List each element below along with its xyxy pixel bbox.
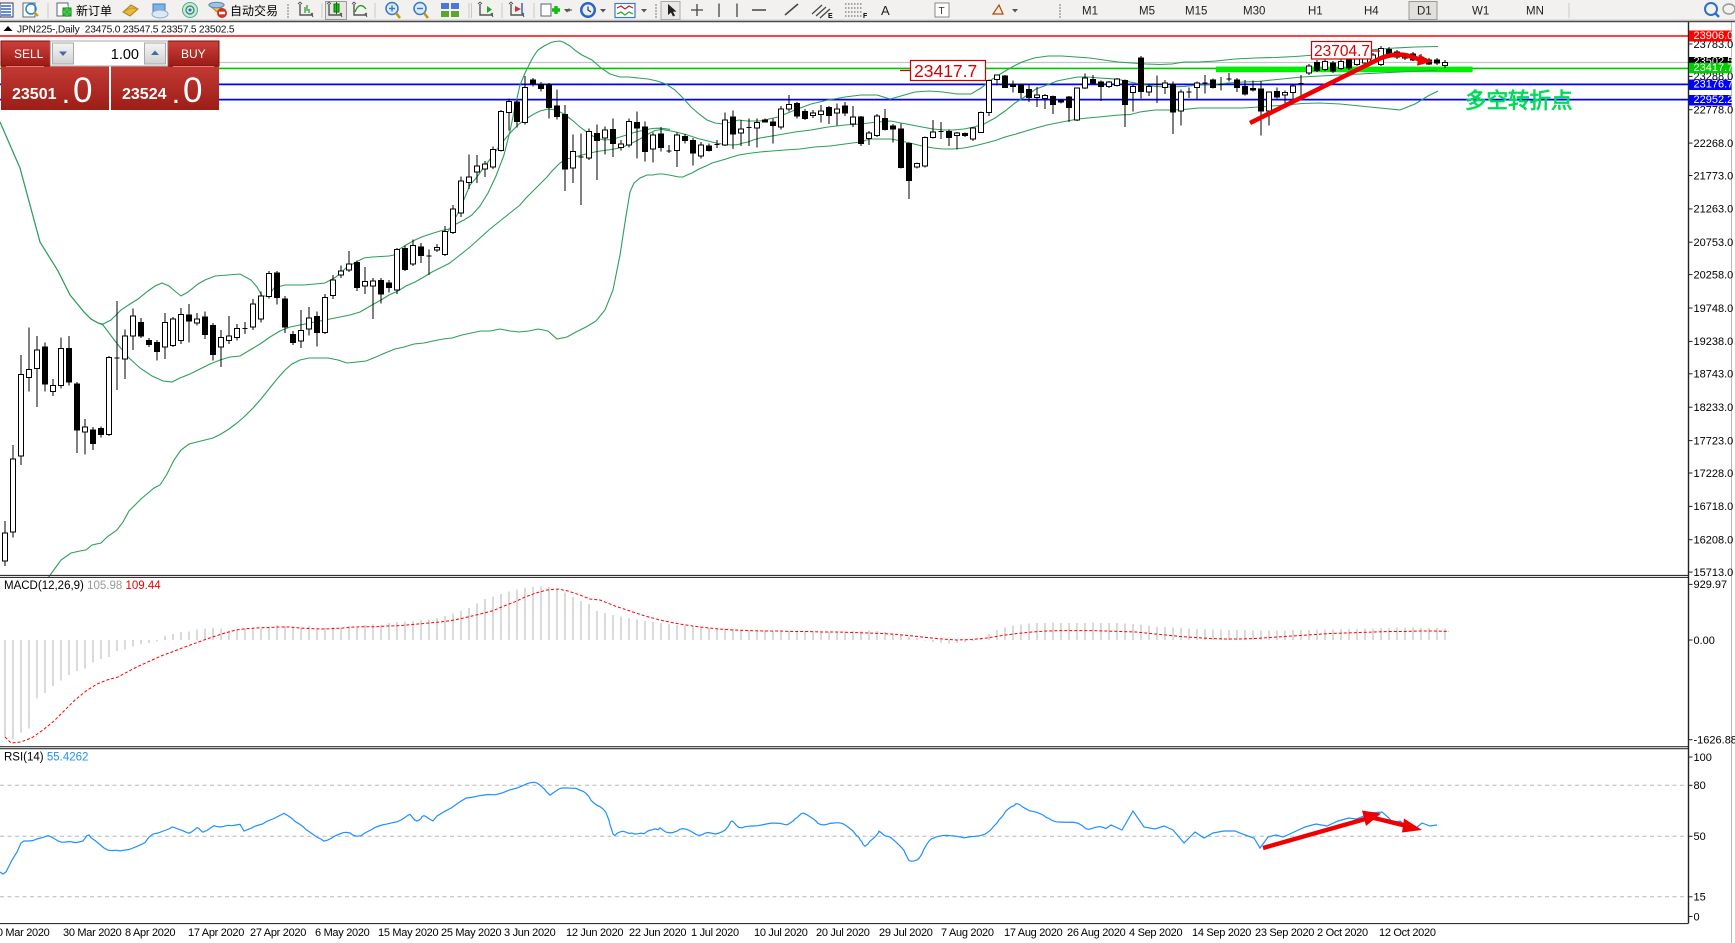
svg-text:E: E [828, 13, 833, 20]
svg-text:25 May 2020: 25 May 2020 [441, 927, 501, 939]
svg-text:23524: 23524 [122, 86, 167, 103]
svg-text:MN: MN [1526, 6, 1544, 18]
svg-text:1.00: 1.00 [111, 47, 139, 63]
svg-text:F: F [863, 13, 868, 20]
svg-text:M1: M1 [1082, 6, 1098, 18]
svg-text:23501: 23501 [12, 86, 57, 103]
svg-text:30 Mar 2020: 30 Mar 2020 [63, 927, 122, 939]
svg-text:50: 50 [1694, 831, 1706, 843]
svg-text:19238.0: 19238.0 [1694, 336, 1734, 348]
svg-text:.: . [173, 85, 179, 108]
svg-text:23783.0: 23783.0 [1694, 39, 1734, 51]
svg-text:6 May 2020: 6 May 2020 [315, 927, 370, 939]
svg-text:15 May 2020: 15 May 2020 [378, 927, 438, 939]
svg-text:多空转折点: 多空转折点 [1465, 88, 1573, 113]
svg-text:12 Jun 2020: 12 Jun 2020 [566, 927, 623, 939]
svg-text:100: 100 [1694, 752, 1712, 764]
svg-text:20258.0: 20258.0 [1694, 269, 1734, 281]
svg-text:22 Jun 2020: 22 Jun 2020 [629, 927, 686, 939]
svg-text:80: 80 [1694, 780, 1706, 792]
svg-text:14 Sep 2020: 14 Sep 2020 [1192, 927, 1251, 939]
svg-text:21773.0: 21773.0 [1694, 170, 1734, 182]
svg-text:22778.0: 22778.0 [1694, 105, 1734, 117]
svg-text:21263.0: 21263.0 [1694, 204, 1734, 216]
svg-text:23 Sep 2020: 23 Sep 2020 [1255, 927, 1314, 939]
svg-text:17 Apr 2020: 17 Apr 2020 [188, 927, 244, 939]
svg-text:BUY: BUY [181, 47, 206, 61]
svg-text:17 Aug 2020: 17 Aug 2020 [1004, 927, 1063, 939]
svg-text:15713.0: 15713.0 [1694, 567, 1734, 579]
svg-text:22268.0: 22268.0 [1694, 138, 1734, 150]
svg-text:22952.2: 22952.2 [1694, 94, 1734, 106]
svg-text:RSI(14) 55.4262: RSI(14) 55.4262 [4, 752, 88, 764]
svg-text:2 Oct 2020: 2 Oct 2020 [1317, 927, 1368, 939]
svg-text:MACD(12,26,9) 105.98 109.44: MACD(12,26,9) 105.98 109.44 [4, 580, 161, 592]
svg-text:16208.0: 16208.0 [1694, 535, 1734, 547]
svg-text:JPN225-,Daily 23475.0 23547.5: JPN225-,Daily 23475.0 23547.5 23357.5 23… [17, 24, 235, 35]
svg-text:1 Jul 2020: 1 Jul 2020 [691, 927, 739, 939]
svg-text:23417.7: 23417.7 [1694, 62, 1734, 74]
svg-text:新订单: 新订单 [76, 3, 112, 18]
svg-text:-1626.88: -1626.88 [1694, 735, 1735, 747]
svg-text:23704.7: 23704.7 [1314, 43, 1370, 60]
svg-text:27 Apr 2020: 27 Apr 2020 [250, 927, 306, 939]
svg-text:23176.7: 23176.7 [1694, 79, 1734, 91]
svg-text:16718.0: 16718.0 [1694, 501, 1734, 513]
svg-text:18233.0: 18233.0 [1694, 402, 1734, 414]
svg-text:929.97: 929.97 [1694, 579, 1728, 591]
svg-text:3 Jun 2020: 3 Jun 2020 [504, 927, 556, 939]
svg-text:0: 0 [73, 71, 92, 110]
svg-text:4 Sep 2020: 4 Sep 2020 [1129, 927, 1182, 939]
svg-text:M30: M30 [1243, 6, 1265, 18]
svg-text:M15: M15 [1185, 6, 1207, 18]
svg-text:T: T [939, 6, 945, 17]
svg-text:17228.0: 17228.0 [1694, 468, 1734, 480]
svg-text:23417.7: 23417.7 [914, 61, 977, 81]
svg-text:SELL: SELL [14, 47, 44, 61]
svg-text:W1: W1 [1472, 6, 1489, 18]
svg-text:12 Oct 2020: 12 Oct 2020 [1379, 927, 1436, 939]
svg-text:.: . [63, 85, 69, 108]
svg-text:0.00: 0.00 [1694, 635, 1715, 647]
svg-text:D1: D1 [1417, 6, 1432, 18]
svg-text:20753.0: 20753.0 [1694, 237, 1734, 249]
svg-text:A: A [881, 3, 890, 18]
svg-text:H4: H4 [1364, 6, 1379, 18]
svg-text:17723.0: 17723.0 [1694, 435, 1734, 447]
svg-text:20 Jul 2020: 20 Jul 2020 [816, 927, 870, 939]
svg-text:29 Jul 2020: 29 Jul 2020 [879, 927, 933, 939]
svg-text:19748.0: 19748.0 [1694, 303, 1734, 315]
svg-text:23906.0: 23906.0 [1694, 30, 1734, 42]
svg-text:8 Apr 2020: 8 Apr 2020 [125, 927, 175, 939]
svg-text:M5: M5 [1139, 6, 1155, 18]
svg-text:H1: H1 [1308, 6, 1323, 18]
svg-text:10 Jul 2020: 10 Jul 2020 [754, 927, 808, 939]
svg-text:自动交易: 自动交易 [230, 3, 278, 18]
svg-text:26 Aug 2020: 26 Aug 2020 [1067, 927, 1126, 939]
svg-text:20 Mar 2020: 20 Mar 2020 [0, 927, 50, 939]
svg-text:7 Aug 2020: 7 Aug 2020 [941, 927, 994, 939]
svg-text:15: 15 [1694, 892, 1706, 904]
svg-text:0: 0 [183, 71, 202, 110]
svg-text:0: 0 [1694, 911, 1700, 923]
svg-text:18743.0: 18743.0 [1694, 369, 1734, 381]
